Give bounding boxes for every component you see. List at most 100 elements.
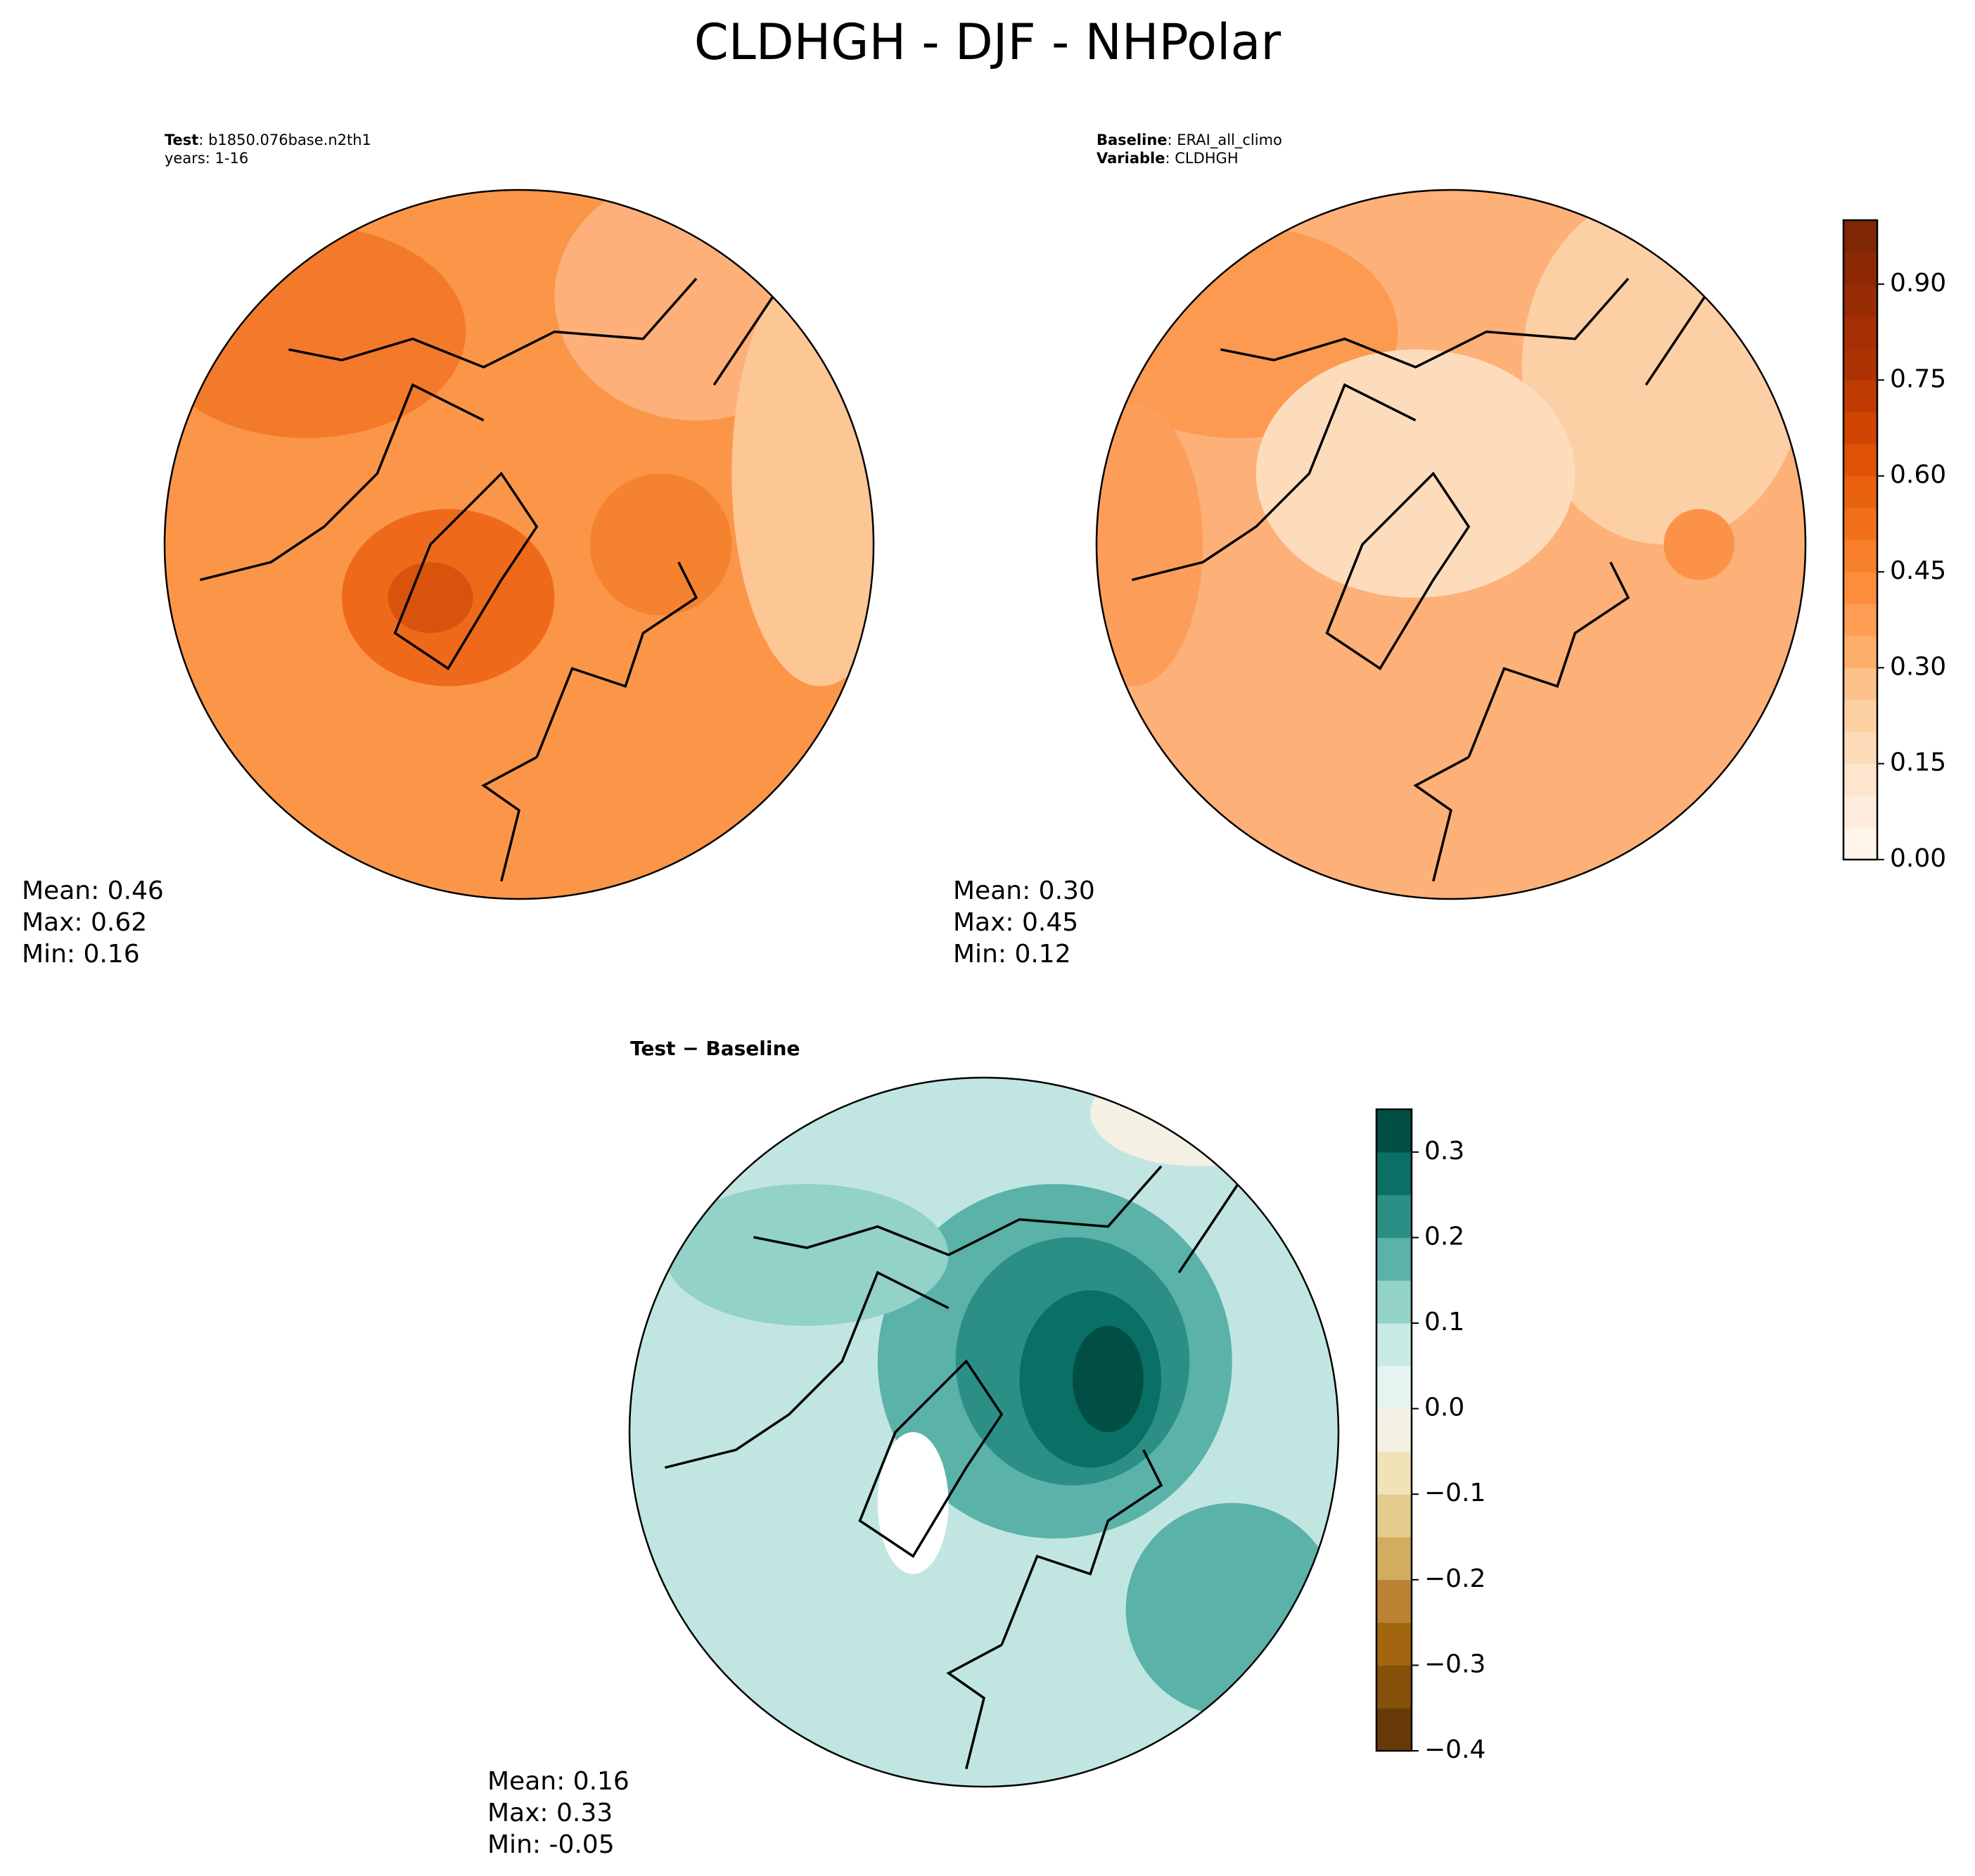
- colorbar-tick-label: 0.00: [1890, 844, 1946, 873]
- colorbar-segment: [1843, 571, 1877, 604]
- stat-line: Mean: 0.46: [22, 876, 164, 905]
- map-contour: [388, 562, 473, 633]
- panel-header: years: 1-16: [165, 150, 248, 167]
- colorbar-segment: [1843, 476, 1877, 509]
- coastline: [664, 1270, 950, 1469]
- stat-line: Min: 0.16: [22, 940, 140, 969]
- colorbar-segment: [1843, 508, 1877, 540]
- map-contour: [1090, 1078, 1303, 1167]
- colorbar-tick-label: 0.3: [1424, 1137, 1464, 1166]
- panel-header: Variable: CLDHGH: [1097, 150, 1239, 167]
- colorbar-segment: [1376, 1237, 1412, 1281]
- colorbar-segment: [1376, 1323, 1412, 1367]
- colorbar-segment: [1376, 1451, 1412, 1495]
- colorbar-segment: [1843, 540, 1877, 573]
- map-boundary: [1095, 189, 1807, 900]
- coastline: [393, 471, 539, 670]
- stat-line: Mean: 0.16: [487, 1767, 629, 1796]
- colorbar-segment: [1376, 1537, 1412, 1581]
- panel-header: Baseline: ERAI_all_climo: [1097, 132, 1282, 149]
- colorbar-segment: [1843, 220, 1877, 253]
- map-contour: [1663, 509, 1735, 580]
- panel-header: Test − Baseline: [630, 1037, 800, 1060]
- coastline: [481, 755, 538, 882]
- colorbar-segment: [1376, 1194, 1412, 1238]
- map: [629, 1078, 1338, 1787]
- colorbar-segment: [1843, 763, 1877, 796]
- map-contour: [589, 473, 732, 615]
- header-part: : ERAI_all_climo: [1168, 132, 1282, 149]
- coastline: [535, 561, 698, 758]
- header-part: : CLDHGH: [1165, 150, 1238, 167]
- colorbar-segment: [1376, 1494, 1412, 1538]
- colorbar-segment: [1376, 1109, 1412, 1153]
- stat-line: Max: 0.33: [487, 1799, 613, 1827]
- colorbar-segment: [1843, 252, 1877, 285]
- stat-line: Min: 0.12: [953, 940, 1071, 969]
- colorbar-frame: [1375, 1108, 1413, 1752]
- colorbar-tick-label: 0.0: [1424, 1393, 1464, 1422]
- colorbar-segment: [1843, 796, 1877, 829]
- map-boundary: [628, 1076, 1340, 1788]
- colorbar-segment: [1376, 1622, 1412, 1666]
- coastline: [1413, 755, 1470, 882]
- stat-line: Max: 0.62: [22, 908, 147, 937]
- coastline: [288, 277, 698, 369]
- colorbar-segment: [1843, 380, 1877, 413]
- colorbar-segment: [1376, 1365, 1412, 1410]
- colorbar-segment: [1843, 635, 1877, 668]
- map-contour: [1073, 1325, 1144, 1432]
- colorbar-segment: [1843, 827, 1877, 860]
- coastline: [1467, 561, 1630, 758]
- colorbar-segment: [1843, 347, 1877, 381]
- coastline: [1220, 277, 1630, 369]
- colorbar-segment: [1843, 604, 1877, 637]
- colorbar-segment: [1843, 732, 1877, 765]
- figure-title: CLDHGH - DJF - NHPolar: [694, 13, 1281, 71]
- colorbar-tick-label: 0.15: [1890, 748, 1946, 777]
- colorbar-segment: [1843, 668, 1877, 701]
- colorbar-tick-label: 0.90: [1890, 269, 1946, 298]
- colorbar-segment: [1376, 1408, 1412, 1452]
- colorbar-segment: [1376, 1280, 1412, 1324]
- map-contour: [877, 1432, 949, 1574]
- map-contour: [1125, 1502, 1338, 1716]
- colorbar-segment: [1843, 411, 1877, 445]
- header-part: : b1850.076base.n2th1: [198, 132, 371, 148]
- colorbar-frame: [1842, 219, 1879, 861]
- colorbar-tick-label: −0.4: [1424, 1735, 1485, 1764]
- colorbar-tick-label: −0.2: [1424, 1564, 1485, 1593]
- header-part: Baseline: [1097, 132, 1168, 148]
- colorbar-segment: [1376, 1665, 1412, 1709]
- colorbar-segment: [1376, 1151, 1412, 1196]
- colorbar-tick-label: 0.30: [1890, 652, 1946, 681]
- colorbar-tick-label: 0.75: [1890, 364, 1946, 393]
- coastline: [199, 383, 485, 582]
- coastline: [753, 1165, 1163, 1256]
- coastline: [1131, 383, 1417, 582]
- colorbar-tick-label: 0.2: [1424, 1222, 1464, 1251]
- colorbar-segment: [1843, 699, 1877, 732]
- map: [165, 190, 874, 899]
- coastline: [858, 1359, 1004, 1558]
- map: [1097, 190, 1805, 899]
- map-contour: [165, 225, 466, 438]
- coastline: [1000, 1449, 1163, 1646]
- panel-header: Test: b1850.076base.n2th1: [165, 132, 371, 148]
- colorbar-segment: [1843, 316, 1877, 349]
- colorbar-tick-label: −0.3: [1424, 1650, 1485, 1678]
- header-part: Test: [165, 132, 198, 148]
- coastline: [946, 1643, 1003, 1770]
- map-contour: [1255, 349, 1575, 598]
- colorbar-segment: [1843, 283, 1877, 317]
- colorbar-tick-label: −0.1: [1424, 1479, 1485, 1507]
- header-part: Test − Baseline: [630, 1037, 800, 1060]
- colorbar-segment: [1843, 444, 1877, 477]
- colorbar-tick-label: 0.45: [1890, 556, 1946, 585]
- stat-line: Max: 0.45: [953, 908, 1078, 937]
- map-contour: [731, 260, 874, 687]
- stat-line: Min: -0.05: [487, 1830, 615, 1859]
- map-contour: [665, 1184, 949, 1326]
- colorbar-tick-label: 0.1: [1424, 1308, 1464, 1336]
